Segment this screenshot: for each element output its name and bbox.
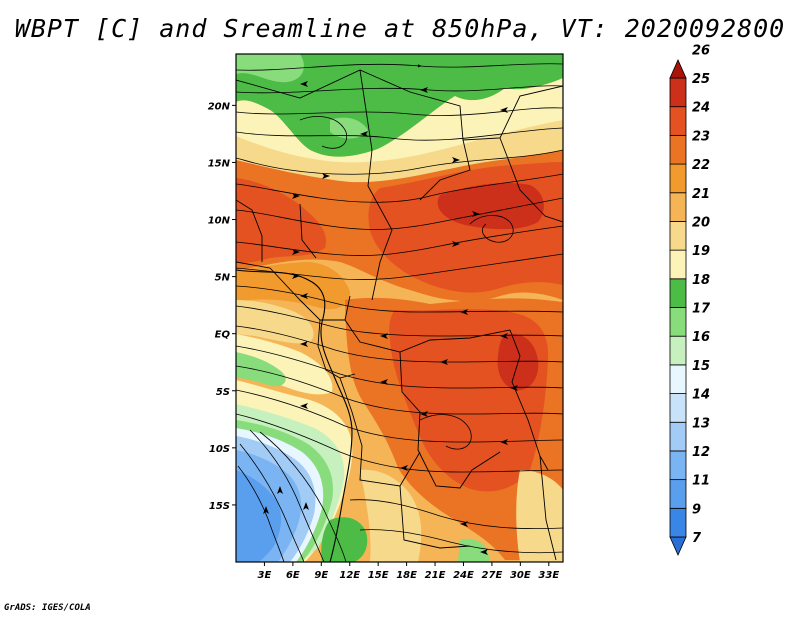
colorbar-segment bbox=[669, 335, 687, 366]
colorbar-segment bbox=[669, 307, 687, 337]
colorbar-label: 9 bbox=[692, 502, 701, 517]
streamlines bbox=[236, 63, 563, 562]
lat-tick-label: 10S bbox=[209, 444, 230, 455]
lat-axis: 20N 15N 10N 5N EQ 5S 10S 15S bbox=[208, 101, 236, 512]
colorbar-label: 21 bbox=[692, 187, 710, 202]
lon-tick-label: 9E bbox=[314, 570, 328, 581]
streamline-arrows bbox=[263, 81, 518, 555]
lon-tick-label: 15E bbox=[368, 570, 389, 581]
map-frame bbox=[235, 53, 564, 563]
colorbar-label: 19 bbox=[692, 244, 710, 259]
field-green-north bbox=[236, 54, 563, 157]
colorbar-segment bbox=[669, 221, 687, 251]
field-darkblue-sw bbox=[236, 470, 282, 562]
colorbar-label: 11 bbox=[692, 474, 710, 489]
colorbar-label: 7 bbox=[692, 531, 702, 546]
lon-tick-label: 21E bbox=[425, 570, 446, 581]
field-lightgreen-north bbox=[236, 54, 304, 83]
colorbar-label: 26 bbox=[692, 43, 710, 58]
page-title: WBPT [C] and Sreamline at 850hPa, VT: 20… bbox=[14, 14, 786, 43]
colorbar-segment bbox=[669, 364, 687, 394]
colorbar-label: 16 bbox=[692, 330, 710, 345]
lon-tick-label: 12E bbox=[339, 570, 360, 581]
colorbar-label: 23 bbox=[692, 129, 710, 144]
colorbar-label: 17 bbox=[692, 302, 711, 317]
colorbar-label: 24 bbox=[692, 101, 710, 116]
colorbar-segment bbox=[669, 192, 687, 222]
field-yellow-south bbox=[360, 469, 422, 562]
colorbar-segment bbox=[669, 163, 687, 194]
colorbar-label: 18 bbox=[692, 273, 710, 288]
lon-tick-label: 18E bbox=[396, 570, 417, 581]
lon-tick-label: 33E bbox=[538, 570, 559, 581]
colorbar-label: 25 bbox=[692, 72, 710, 87]
colorbar-segment bbox=[669, 536, 687, 556]
colorbar-label: 15 bbox=[692, 359, 710, 374]
lat-tick-label: 15N bbox=[208, 158, 231, 169]
field-yellow-se bbox=[516, 470, 563, 562]
lon-tick-label: 27E bbox=[482, 570, 503, 581]
field-lightorange-north bbox=[236, 120, 563, 186]
colorbar-segment bbox=[669, 507, 687, 538]
lon-tick-label: 30E bbox=[510, 570, 531, 581]
colorbar-segment bbox=[669, 59, 687, 79]
colorbar-segment bbox=[669, 393, 687, 423]
colorbar: 7 9 11 12 13 14 15 16 17 18 19 20 21 22 23 24 25 26 bbox=[669, 43, 711, 556]
lat-tick-label: 20N bbox=[208, 101, 231, 112]
lat-tick-label: 5N bbox=[215, 273, 231, 284]
field-orange-gulf bbox=[236, 262, 350, 310]
lon-tick-label: 3E bbox=[258, 570, 272, 581]
map-figure: 20N 15N 10N 5N EQ 5S 10S 15S 3E 6E 9E 12E 15E 18E 21E… bbox=[208, 43, 711, 581]
wbpt-map bbox=[236, 54, 563, 562]
colorbar-label: 22 bbox=[692, 158, 710, 173]
lat-tick-label: 5S bbox=[216, 387, 230, 398]
colorbar-segment bbox=[669, 106, 687, 136]
colorbar-segment bbox=[669, 134, 687, 165]
colorbar-segment bbox=[669, 450, 687, 481]
colorbar-segment bbox=[669, 278, 687, 308]
colorbar-label: 14 bbox=[692, 388, 710, 403]
field-green-south-coast bbox=[321, 517, 368, 562]
lon-axis: 3E 6E 9E 12E 15E 18E 21E 24E 27E 30E 33E bbox=[258, 562, 559, 581]
field-green-gulf bbox=[236, 352, 286, 387]
field-yellow-gulf bbox=[236, 300, 314, 344]
coastline bbox=[236, 269, 353, 562]
lon-tick-label: 24E bbox=[453, 570, 474, 581]
colorbar-segment bbox=[669, 77, 687, 108]
field-lightyellow-gulf bbox=[236, 334, 333, 395]
colorbar-label: 12 bbox=[692, 445, 710, 460]
colorbar-label: 20 bbox=[692, 215, 710, 230]
grads-credit: GrADS: IGES/COLA bbox=[4, 603, 91, 613]
lat-tick-label: 15S bbox=[209, 501, 230, 512]
lon-tick-label: 6E bbox=[286, 570, 300, 581]
colorbar-segment bbox=[669, 479, 687, 509]
colorbar-segment bbox=[669, 421, 687, 452]
field-green-se bbox=[458, 538, 490, 562]
colorbar-segment bbox=[669, 249, 687, 280]
lat-tick-label: 10N bbox=[208, 216, 231, 227]
country-borders bbox=[236, 69, 563, 561]
lat-tick-label: EQ bbox=[215, 330, 231, 341]
colorbar-label: 13 bbox=[692, 416, 710, 431]
